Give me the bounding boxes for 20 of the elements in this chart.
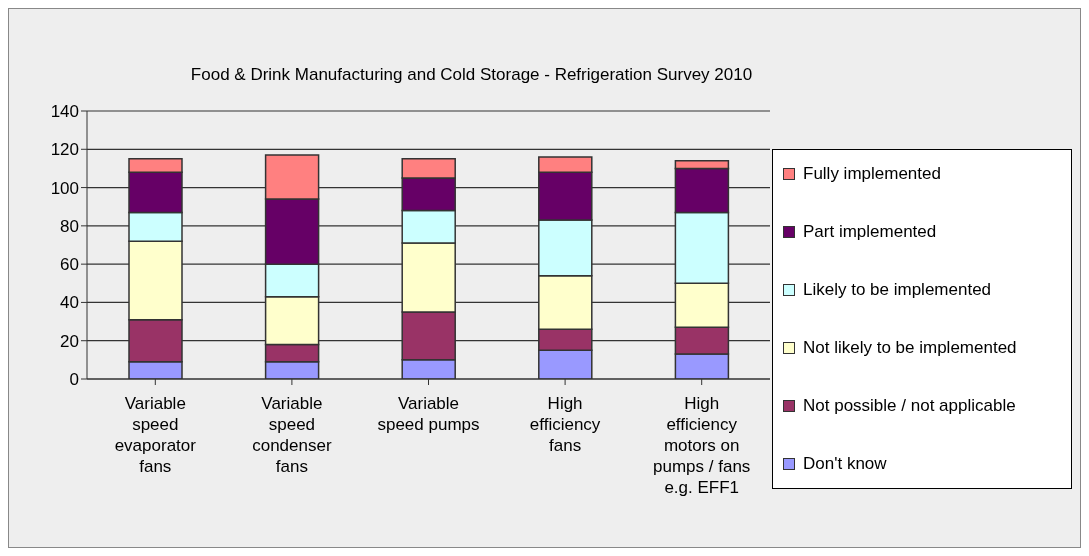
x-tick-label: High efficiency fans — [529, 394, 601, 455]
legend-label: Fully implemented — [803, 164, 941, 184]
y-tick-label: 60 — [60, 255, 79, 275]
chart-title: Food & Drink Manufacturing and Cold Storage - Refrigeration Survey 2010 — [189, 65, 754, 85]
legend-label: Not possible / not applicable — [803, 396, 1016, 416]
legend-label: Likely to be implemented — [803, 280, 992, 300]
y-tick-label: 40 — [60, 293, 79, 313]
x-tick-label: Variable speed evaporator fans — [114, 394, 197, 476]
y-tick-label: 80 — [60, 216, 79, 236]
legend-label: Not likely to be implemented — [803, 338, 1017, 358]
y-tick-label: 0 — [69, 370, 79, 390]
legend-label: Don't know — [803, 454, 887, 474]
x-tick-label: Variable speed pumps — [377, 394, 480, 434]
x-tick-label: High efficiency motors on pumps / fans e.g. EFF1 — [653, 394, 751, 497]
y-tick-label: 120 — [50, 140, 79, 160]
y-tick-label: 140 — [50, 102, 79, 122]
legend-label: Part implemented — [803, 222, 937, 242]
y-tick-label: 100 — [50, 178, 79, 198]
x-tick-label: Variable speed condenser fans — [252, 394, 332, 476]
y-tick-label: 20 — [60, 331, 79, 351]
